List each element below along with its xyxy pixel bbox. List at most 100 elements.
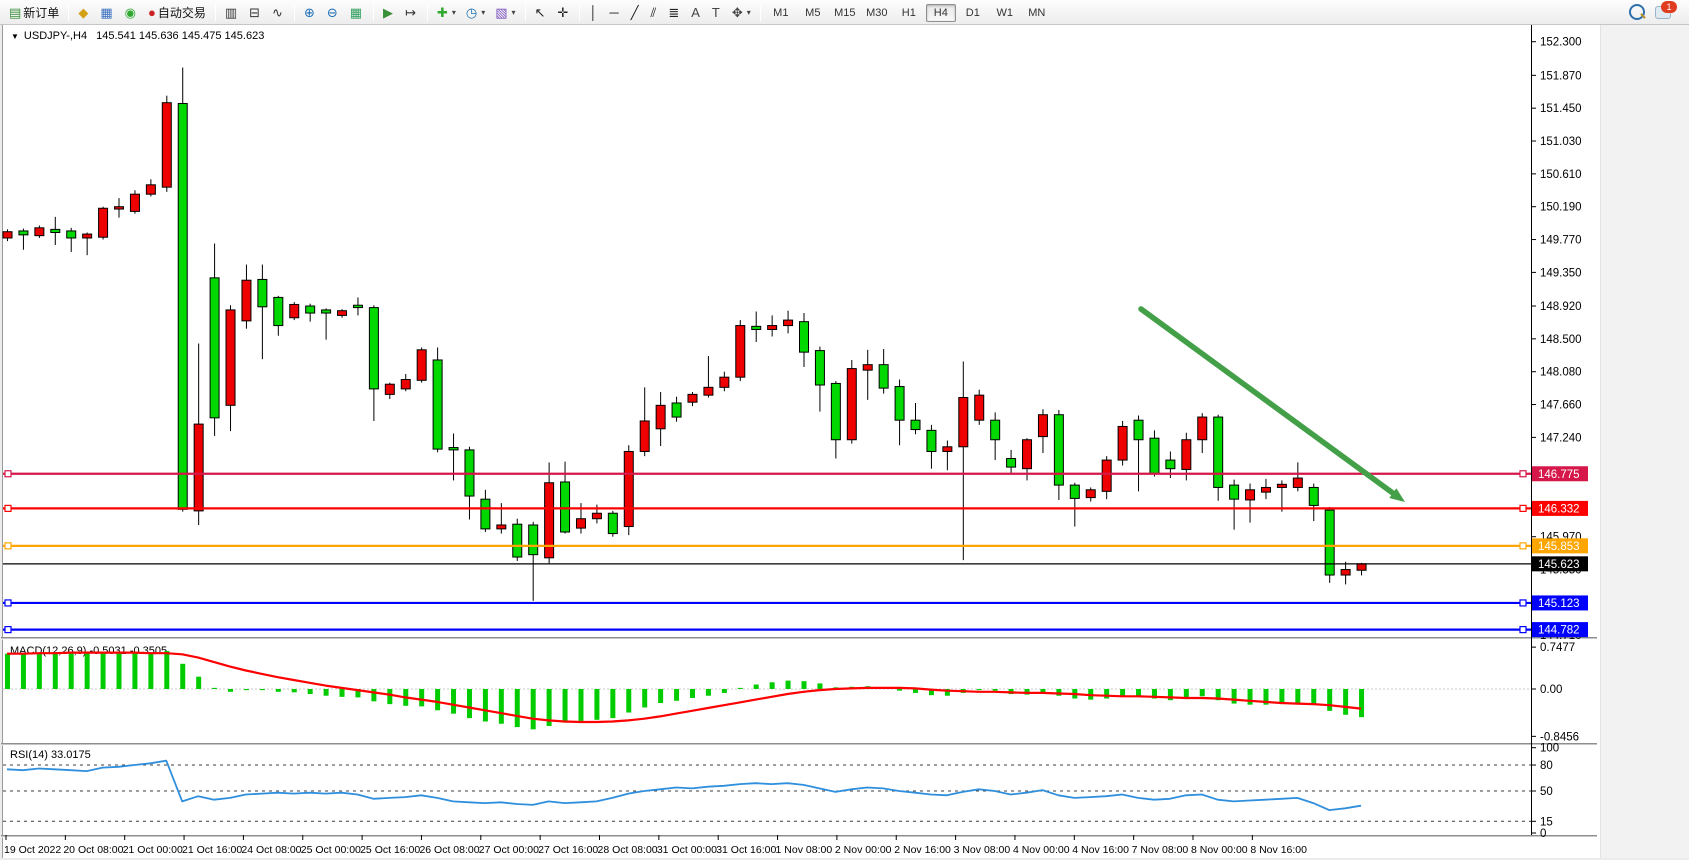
pane-separator [1,638,1597,640]
price-badge-146.332: 146.332 [1532,500,1588,516]
time-tick-label: 21 Oct 00:00 [123,844,183,856]
pane-separator[interactable] [1,743,1597,745]
signal-icon[interactable]: ◉ [121,1,142,24]
svg-text:146.775: 146.775 [1538,469,1580,481]
timeframe-h1[interactable]: H1 [901,6,916,19]
price-tick-label: 147.240 [1540,432,1582,444]
crosshair-icon[interactable]: ✛ [553,1,574,24]
templates-icon[interactable]: ▧ ▾ [491,1,519,24]
pane-separator[interactable] [1,637,1597,639]
chart-canvas[interactable]: 152.300 151.870 151.450 151.030 150.610 150.1… [1,25,1689,858]
data-window-icon[interactable]: ▦ [96,1,118,24]
axis-base-line [1,836,1597,838]
price-tick-label: 149.350 [1540,267,1582,279]
bear-candle [751,325,762,330]
arrows-icon[interactable]: ✥ ▾ [728,1,755,24]
hline-144.782[interactable] [3,626,1531,634]
line-handle[interactable] [4,542,12,550]
line-chart-icon[interactable]: ∿ [268,1,289,24]
zoom-in-icon: ⊕ [303,4,315,20]
line-handle[interactable] [4,504,12,512]
horizontal-line-icon[interactable]: ─ [605,1,624,24]
line-handle[interactable] [1519,542,1527,550]
timeframe-w1[interactable]: W1 [996,6,1014,19]
bear-candle [50,228,61,234]
time-tick-label: 19 Oct 2022 [4,844,61,856]
bull-candle [703,386,714,396]
auto-trading-button[interactable]: ● 自动交易 [144,1,210,24]
price-tick-label: 147.660 [1540,400,1582,412]
bull-candle [193,423,204,512]
axis-base-line[interactable] [1,835,1597,837]
line-handle[interactable] [1519,470,1527,478]
line-handle[interactable] [1519,626,1527,634]
zoom-in-icon[interactable]: ⊕ [300,1,321,24]
dropdown-caret-icon[interactable]: ▾ [511,7,516,17]
bear-candle [1006,458,1017,468]
time-tick-label: 7 Nov 08:00 [1132,844,1189,856]
hline-146.332[interactable] [3,504,1531,512]
hline-146.775[interactable] [3,470,1531,478]
bull-candle [384,383,395,395]
new-order-button[interactable]: ▤ 新订单 [5,1,63,24]
timeframe-d1[interactable]: D1 [965,6,980,19]
text-icon[interactable]: A [687,1,706,24]
trend-arrow[interactable] [1138,306,1405,502]
search-button[interactable] [1625,1,1649,24]
timeframe-h4[interactable]: H4 [925,3,956,22]
text-label-icon[interactable]: T [708,1,726,24]
timeframe-m5[interactable]: M5 [805,6,821,19]
line-handle[interactable] [1519,599,1527,607]
zoom-out-icon[interactable]: ⊖ [323,1,344,24]
hline-145.123[interactable] [3,599,1531,607]
vertical-line-icon[interactable]: │ [585,1,603,24]
macd-signal-line [7,651,1362,724]
timeframe-m1[interactable]: M1 [773,6,789,19]
bear-candle [894,386,905,421]
bear-candle [209,277,220,419]
dropdown-caret-icon[interactable]: ▾ [481,7,486,17]
bull-candle [145,184,156,195]
price-tick-label: 148.500 [1540,334,1582,346]
line-handle[interactable] [4,599,12,607]
periods-icon[interactable]: ◷ ▾ [462,1,489,24]
bull-candle [1117,425,1128,461]
timeframe-mn[interactable]: MN [1028,6,1046,19]
indicators-icon[interactable]: ✚ ▾ [433,1,460,24]
trendline-icon[interactable]: ╱ [627,1,645,24]
auto-trading-icon: ● [147,4,156,20]
equidistant-channel-icon[interactable]: ⫽ [647,1,663,24]
dropdown-caret-icon[interactable]: ▾ [746,7,751,17]
hline-145.853[interactable] [3,542,1531,550]
chart-shift-icon[interactable]: ↦ [401,1,422,24]
dropdown-caret-icon[interactable]: ▾ [451,7,456,17]
chart-collapse-icon[interactable]: ▼ [11,31,19,41]
notifications-button[interactable]: 1 [1651,0,1677,24]
candlestick-chart-icon[interactable]: ⊟ [245,1,266,24]
time-tick-label: 31 Oct 00:00 [657,844,717,856]
horizontal-line-icon: ─ [609,4,619,20]
rsi-indicator-label: RSI(14) 33.0175 [10,749,91,761]
search-icon [1629,4,1645,20]
auto-scroll-icon[interactable]: ▶ [379,1,399,24]
bull-candle [1340,569,1351,576]
tile-windows-icon[interactable]: ▦ [346,1,368,24]
time-tick-label: 31 Oct 16:00 [716,844,776,856]
line-handle[interactable] [4,626,12,634]
bull-candle [1245,489,1256,501]
timeframe-m15[interactable]: M15 [834,6,856,19]
cursor-icon[interactable]: ↖ [531,1,552,24]
price-tick-label: 150.610 [1540,169,1582,181]
auto-trading-label: 自动交易 [157,5,206,20]
chart-shift-icon: ↦ [405,4,416,20]
bull-candle [289,303,300,319]
bear-candle [273,296,284,327]
timeframe-m30[interactable]: M30 [866,6,888,19]
new-order-label: 新订单 [23,5,60,20]
market-watch-icon[interactable]: ◆ [74,1,94,24]
bar-chart-icon[interactable]: ▥ [221,1,243,24]
fibonacci-icon[interactable]: ≣ [664,1,685,24]
time-tick-label: 21 Oct 16:00 [182,844,242,856]
line-handle[interactable] [4,470,12,478]
line-handle[interactable] [1519,504,1527,512]
